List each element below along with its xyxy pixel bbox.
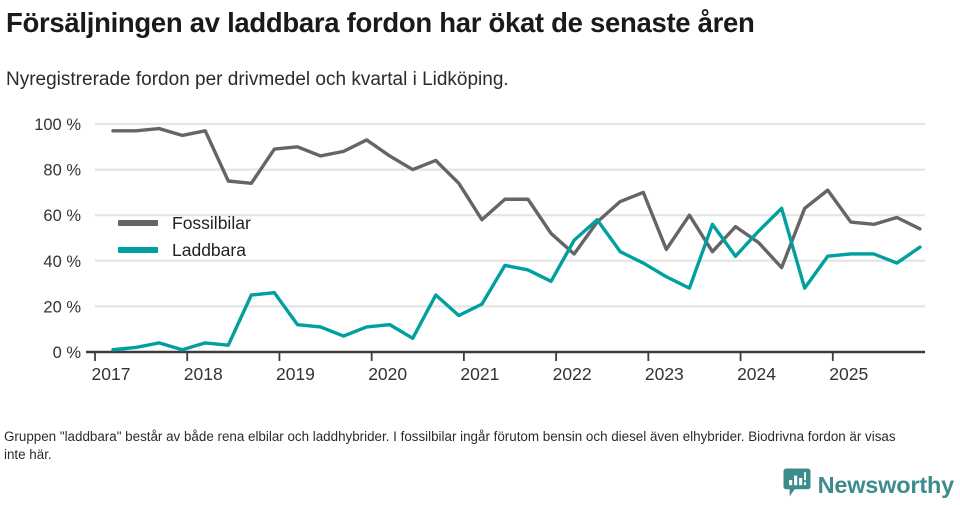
legend-label-laddbara: Laddbara <box>172 239 246 260</box>
x-axis-tick-label: 2024 <box>737 364 776 384</box>
page-subtitle: Nyregistrerade fordon per drivmedel och … <box>6 69 509 90</box>
chart-y-axis-labels: 0 % 20 % 40 % 60 % 80 % 100 % <box>34 116 81 362</box>
page-title: Försäljningen av laddbara fordon har öka… <box>6 7 755 38</box>
legend-swatch-fossilbilar <box>118 219 158 226</box>
legend-item-laddbara: Laddbara <box>118 236 318 263</box>
x-axis-tick-label: 2019 <box>276 364 315 384</box>
chart-x-axis-labels: 2017 2018 2019 2020 2021 2022 2023 2024 2025 <box>92 364 869 384</box>
y-axis-tick-label: 0 % <box>53 344 82 362</box>
chart-footnote: Gruppen "laddbara" består av både rena e… <box>4 429 896 462</box>
legend-swatch-laddbara <box>118 246 158 253</box>
y-axis-tick-label: 60 % <box>43 207 81 225</box>
chart-container: 0 % 20 % 40 % 60 % 80 % 100 % 2017 2018 2019 202… <box>0 108 960 393</box>
x-axis-tick-label: 2025 <box>829 364 868 384</box>
legend-label-fossilbilar: Fossilbilar <box>172 212 251 233</box>
y-axis-tick-label: 40 % <box>43 253 81 271</box>
chart-x-axis-ticks <box>94 352 834 361</box>
legend-item-fossilbilar: Fossilbilar <box>118 209 318 236</box>
x-axis-tick-label: 2021 <box>460 364 499 384</box>
x-axis-tick-label: 2018 <box>184 364 223 384</box>
bar-chart-speech-bubble-icon <box>783 468 811 503</box>
x-axis-tick-label: 2017 <box>92 364 131 384</box>
y-axis-tick-label: 80 % <box>43 162 81 180</box>
line-chart: 0 % 20 % 40 % 60 % 80 % 100 % 2017 2018 2019 202… <box>34 116 925 384</box>
chart-gridlines <box>95 122 925 308</box>
series-line-laddbara <box>111 206 922 352</box>
chart-series-lines <box>111 126 922 352</box>
chart-legend: Fossilbilar Laddbara <box>118 209 318 263</box>
series-line-fossilbilar <box>111 126 922 270</box>
y-axis-tick-label: 100 % <box>34 116 81 134</box>
y-axis-tick-label: 20 % <box>43 298 81 316</box>
x-axis-tick-label: 2020 <box>368 364 407 384</box>
logo-wordmark: Newsworthy <box>817 472 955 498</box>
newsworthy-logo: Newsworthy <box>783 468 955 503</box>
x-axis-tick-label: 2022 <box>553 364 592 384</box>
x-axis-tick-label: 2023 <box>645 364 684 384</box>
